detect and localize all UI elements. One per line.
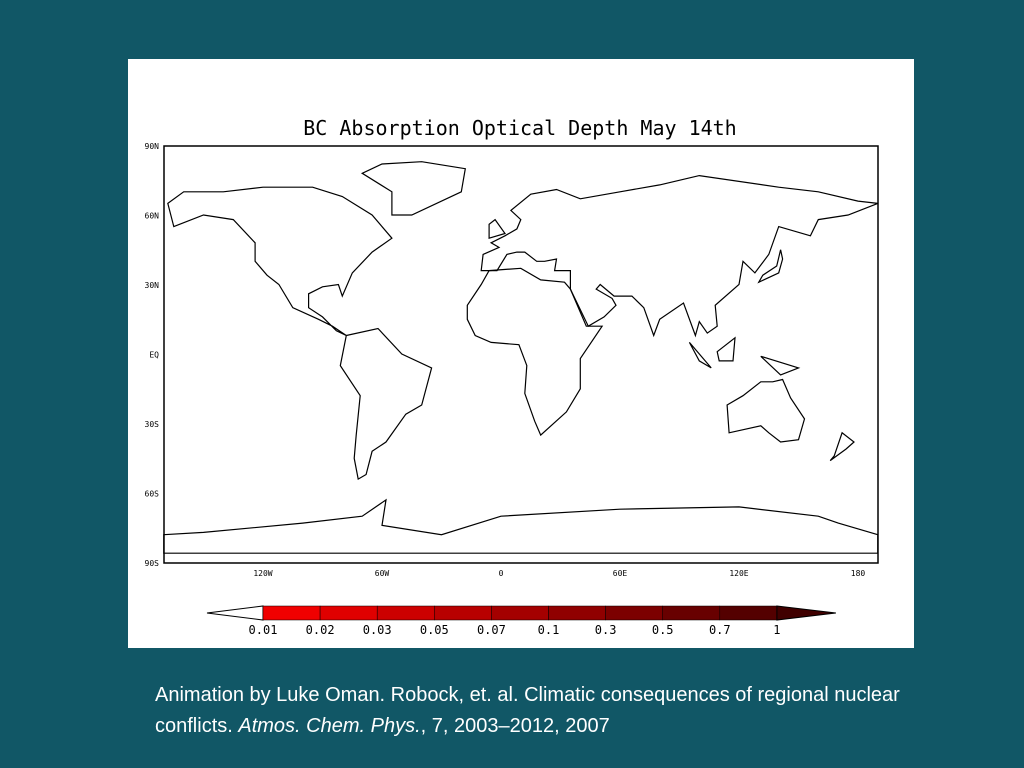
colorbar-high xyxy=(776,605,836,621)
lat-label: 30N xyxy=(145,281,160,290)
colorbar-segment xyxy=(491,605,549,621)
lon-label: 60E xyxy=(613,569,628,578)
lat-label: 90S xyxy=(145,559,160,568)
colorbar-label: 1 xyxy=(773,623,780,637)
lat-label: 60S xyxy=(145,490,160,499)
coastline xyxy=(757,249,784,284)
lon-label: 120E xyxy=(729,569,748,578)
caption-journal: Atmos. Chem. Phys. xyxy=(238,715,421,737)
lat-label: EQ xyxy=(149,351,159,360)
coastline xyxy=(760,355,801,376)
colorbar-segment xyxy=(548,605,606,621)
colorbar-segment xyxy=(262,605,321,621)
coastline xyxy=(167,186,393,337)
caption: Animation by Luke Oman. Robock, et. al. … xyxy=(155,680,975,742)
coastline xyxy=(480,174,879,338)
coastline xyxy=(829,431,855,462)
lat-label: 30S xyxy=(145,420,160,429)
map-frame xyxy=(163,145,879,564)
coastline xyxy=(488,218,506,240)
colorbar-label: 0.01 xyxy=(249,623,278,637)
lon-label: 120W xyxy=(253,569,272,578)
colorbar-segment xyxy=(434,605,492,621)
map-figure: BC Absorption Optical Depth May 14th 90N… xyxy=(145,116,879,637)
coastline xyxy=(339,327,433,481)
colorbar-label: 0.05 xyxy=(420,623,449,637)
colorbar-segment xyxy=(719,605,778,621)
coastline xyxy=(360,161,466,216)
lat-label: 60N xyxy=(145,212,160,221)
lon-label: 60W xyxy=(375,569,390,578)
colorbar-label: 0.5 xyxy=(652,623,674,637)
colorbar-label: 0.07 xyxy=(477,623,506,637)
caption-text: Animation by Luke Oman. Robock, et. al. … xyxy=(155,684,900,737)
coastline xyxy=(466,267,604,437)
map-title: BC Absorption Optical Depth May 14th xyxy=(303,116,736,140)
colorbar-segment xyxy=(376,605,435,621)
figure-panel: BC Absorption Optical Depth May 14th 90N… xyxy=(128,59,914,648)
colorbar-segment xyxy=(662,605,721,621)
colorbar-label: 0.02 xyxy=(306,623,335,637)
coastline xyxy=(163,498,879,554)
lat-label: 90N xyxy=(145,142,160,151)
colorbar-segment xyxy=(605,605,663,621)
caption-text: , 7, 2003–2012, 2007 xyxy=(420,715,610,737)
colorbar-label: 0.7 xyxy=(709,623,731,637)
lon-label: 180 xyxy=(851,569,866,578)
lon-label: 0 xyxy=(499,569,504,578)
coastline xyxy=(726,378,806,443)
colorbar-segment xyxy=(319,605,378,621)
coastline xyxy=(688,342,712,369)
colorbar-label: 0.3 xyxy=(595,623,617,637)
coastline xyxy=(716,336,736,362)
colorbar-low xyxy=(206,605,264,621)
colorbar-label: 0.03 xyxy=(363,623,392,637)
colorbar-label: 0.1 xyxy=(538,623,560,637)
